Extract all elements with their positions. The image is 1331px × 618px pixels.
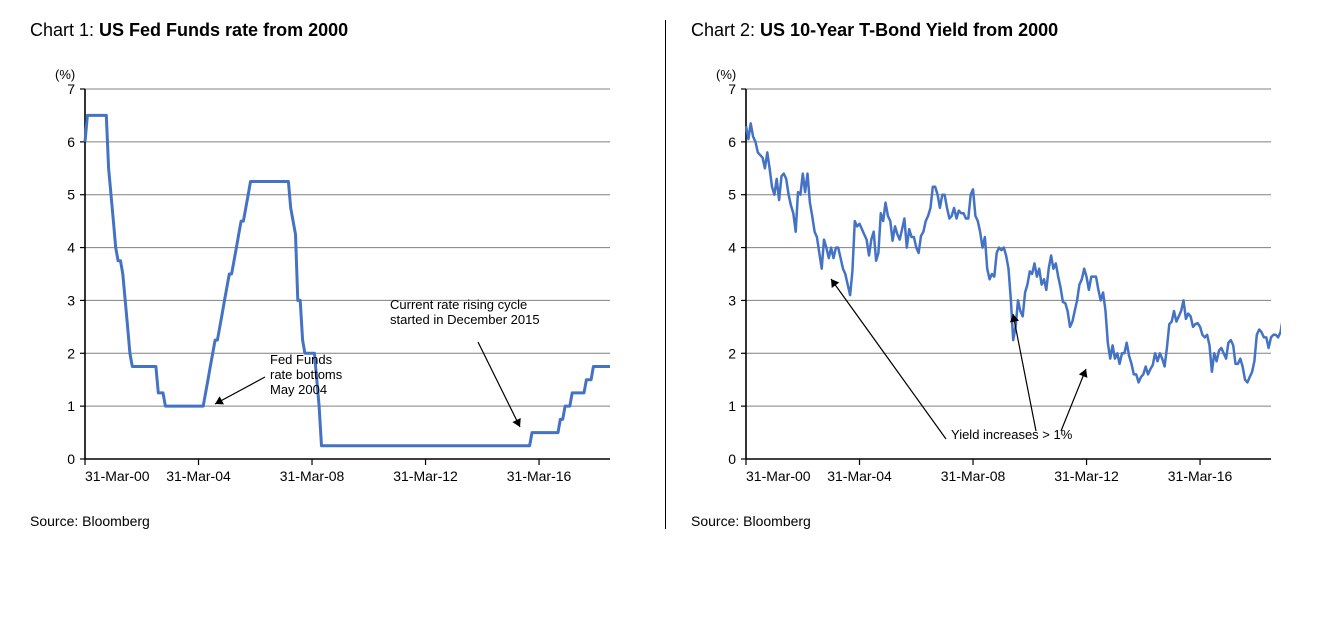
chart2-panel: Chart 2: US 10-Year T-Bond Yield from 20… <box>666 20 1301 529</box>
svg-text:31-Mar-08: 31-Mar-08 <box>280 468 345 484</box>
svg-text:1: 1 <box>728 398 736 414</box>
svg-text:31-Mar-12: 31-Mar-12 <box>393 468 458 484</box>
svg-text:31-Mar-00: 31-Mar-00 <box>85 468 150 484</box>
chart2-plot-wrapper: 0 1 2 3 4 5 6 7(%) 31-Mar-00 31-Mar-04 31-Mar-08 31… <box>691 59 1301 499</box>
chart1-panel: Chart 1: US Fed Funds rate from 2000 0 1 2… <box>30 20 666 529</box>
svg-text:31-Mar-08: 31-Mar-08 <box>941 468 1006 484</box>
svg-text:6: 6 <box>67 134 75 150</box>
svg-text:4: 4 <box>67 240 75 256</box>
chart1-source: Source: Bloomberg <box>30 513 640 529</box>
svg-text:6: 6 <box>728 134 736 150</box>
svg-text:(%): (%) <box>716 67 736 82</box>
chart1-title-prefix: Chart 1: <box>30 20 94 40</box>
chart1-title: Chart 1: US Fed Funds rate from 2000 <box>30 20 640 41</box>
chart1-title-main: US Fed Funds rate from 2000 <box>99 20 348 40</box>
chart2-svg: 0 1 2 3 4 5 6 7(%) 31-Mar-00 31-Mar-04 31-Mar-08 31… <box>691 59 1281 499</box>
svg-text:4: 4 <box>728 240 736 256</box>
svg-text:31-Mar-16: 31-Mar-16 <box>507 468 572 484</box>
svg-text:7: 7 <box>728 81 736 97</box>
svg-text:5: 5 <box>67 187 75 203</box>
chart2-title-prefix: Chart 2: <box>691 20 755 40</box>
svg-text:1: 1 <box>67 398 75 414</box>
chart2-title-main: US 10-Year T-Bond Yield from 2000 <box>760 20 1058 40</box>
svg-text:31-Mar-04: 31-Mar-04 <box>827 468 892 484</box>
charts-container: Chart 1: US Fed Funds rate from 2000 0 1 2… <box>30 20 1301 529</box>
svg-text:2: 2 <box>67 345 75 361</box>
chart1-svg: 0 1 2 3 4 5 6 7(%) 31-Mar-00 31-Mar-04 31-Mar-08 31… <box>30 59 620 499</box>
chart2-title: Chart 2: US 10-Year T-Bond Yield from 20… <box>691 20 1301 41</box>
svg-text:(%): (%) <box>55 67 75 82</box>
svg-text:3: 3 <box>728 292 736 308</box>
chart2-source: Source: Bloomberg <box>691 513 1301 529</box>
svg-text:31-Mar-04: 31-Mar-04 <box>166 468 231 484</box>
svg-text:Current rate rising cyclestart: Current rate rising cyclestarted in Dece… <box>390 297 540 327</box>
svg-text:31-Mar-16: 31-Mar-16 <box>1168 468 1233 484</box>
svg-text:2: 2 <box>728 345 736 361</box>
svg-text:31-Mar-00: 31-Mar-00 <box>746 468 811 484</box>
svg-text:7: 7 <box>67 81 75 97</box>
svg-text:5: 5 <box>728 187 736 203</box>
svg-text:Yield increases > 1%: Yield increases > 1% <box>951 427 1073 442</box>
svg-text:31-Mar-12: 31-Mar-12 <box>1054 468 1119 484</box>
svg-text:3: 3 <box>67 292 75 308</box>
svg-text:0: 0 <box>728 451 736 467</box>
svg-text:Fed Fundsrate bottomsMay 2004: Fed Fundsrate bottomsMay 2004 <box>270 352 343 397</box>
chart1-plot-wrapper: 0 1 2 3 4 5 6 7(%) 31-Mar-00 31-Mar-04 31-Mar-08 31… <box>30 59 640 499</box>
svg-text:0: 0 <box>67 451 75 467</box>
